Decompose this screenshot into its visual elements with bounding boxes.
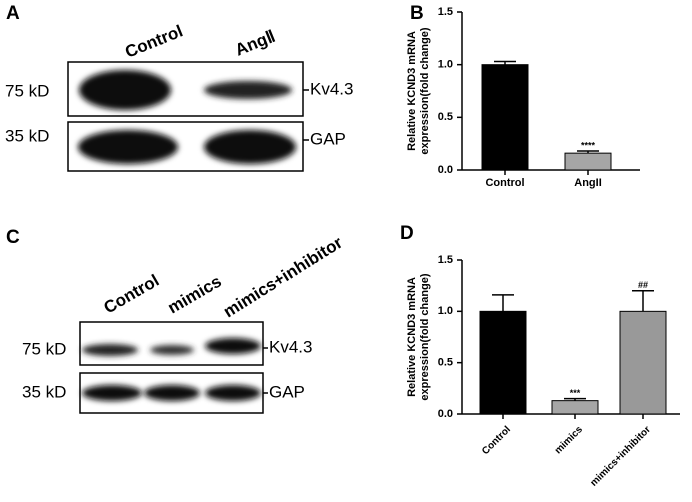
lane-label: AngⅡ (232, 27, 278, 60)
x-tick-label: Control (480, 424, 513, 457)
bar (551, 400, 599, 415)
blot-band (79, 70, 171, 110)
lane-label: mimics+inhibitor (220, 233, 346, 322)
blot-band (150, 345, 194, 355)
y-tick-label: 1.5 (438, 6, 453, 18)
protein-label: GAP (310, 129, 346, 148)
x-tick-label: mimics (553, 424, 585, 456)
significance-label: **** (581, 140, 596, 150)
protein-label: Kv4.3 (269, 337, 312, 356)
blot-band (82, 385, 142, 401)
y-tick-label: 0.5 (438, 111, 453, 123)
blot-band (144, 385, 200, 401)
panel-letter: C (6, 227, 20, 248)
lane-label: mimics (165, 272, 225, 318)
lane-label: Control (101, 271, 163, 318)
y-tick-label: 0.0 (438, 164, 453, 176)
size-label: 75 kD (22, 339, 66, 358)
blot-band (205, 385, 261, 401)
bar (481, 64, 529, 171)
x-tick-label: Control (485, 177, 524, 189)
bar (619, 310, 667, 415)
y-tick-label: 1.0 (438, 305, 453, 317)
blot-band (205, 338, 261, 354)
size-label: 75 kD (5, 81, 49, 100)
y-tick-label: 1.5 (438, 254, 453, 266)
blot-band (78, 130, 178, 164)
y-axis-label: Relative KCND3 mRNA (406, 277, 418, 397)
blot-band (204, 81, 292, 99)
panel-letter: A (6, 3, 20, 24)
significance-label: *** (570, 388, 581, 398)
protein-label: Kv4.3 (310, 79, 353, 98)
y-tick-label: 0.5 (438, 357, 453, 369)
y-tick-label: 1.0 (438, 59, 453, 71)
lane-label: Control (122, 21, 185, 61)
size-label: 35 kD (22, 382, 66, 401)
significance-label: ## (638, 280, 648, 290)
bar (564, 152, 612, 171)
panel-letter: B (410, 3, 424, 24)
bar (479, 310, 527, 415)
x-tick-label: AngII (574, 177, 602, 189)
blot-band (82, 344, 138, 356)
blot-band (204, 130, 296, 164)
size-label: 35 kD (5, 126, 49, 145)
protein-label: GAP (269, 382, 305, 401)
y-tick-label: 0.0 (438, 408, 453, 420)
y-axis-label: expression(fold change) (419, 273, 431, 400)
y-axis-label: expression(fold change) (419, 27, 431, 154)
panel-letter: D (400, 223, 414, 244)
y-axis-label: Relative KCND3 mRNA (406, 31, 418, 151)
x-tick-label: mimics+inhibitor (588, 424, 653, 489)
